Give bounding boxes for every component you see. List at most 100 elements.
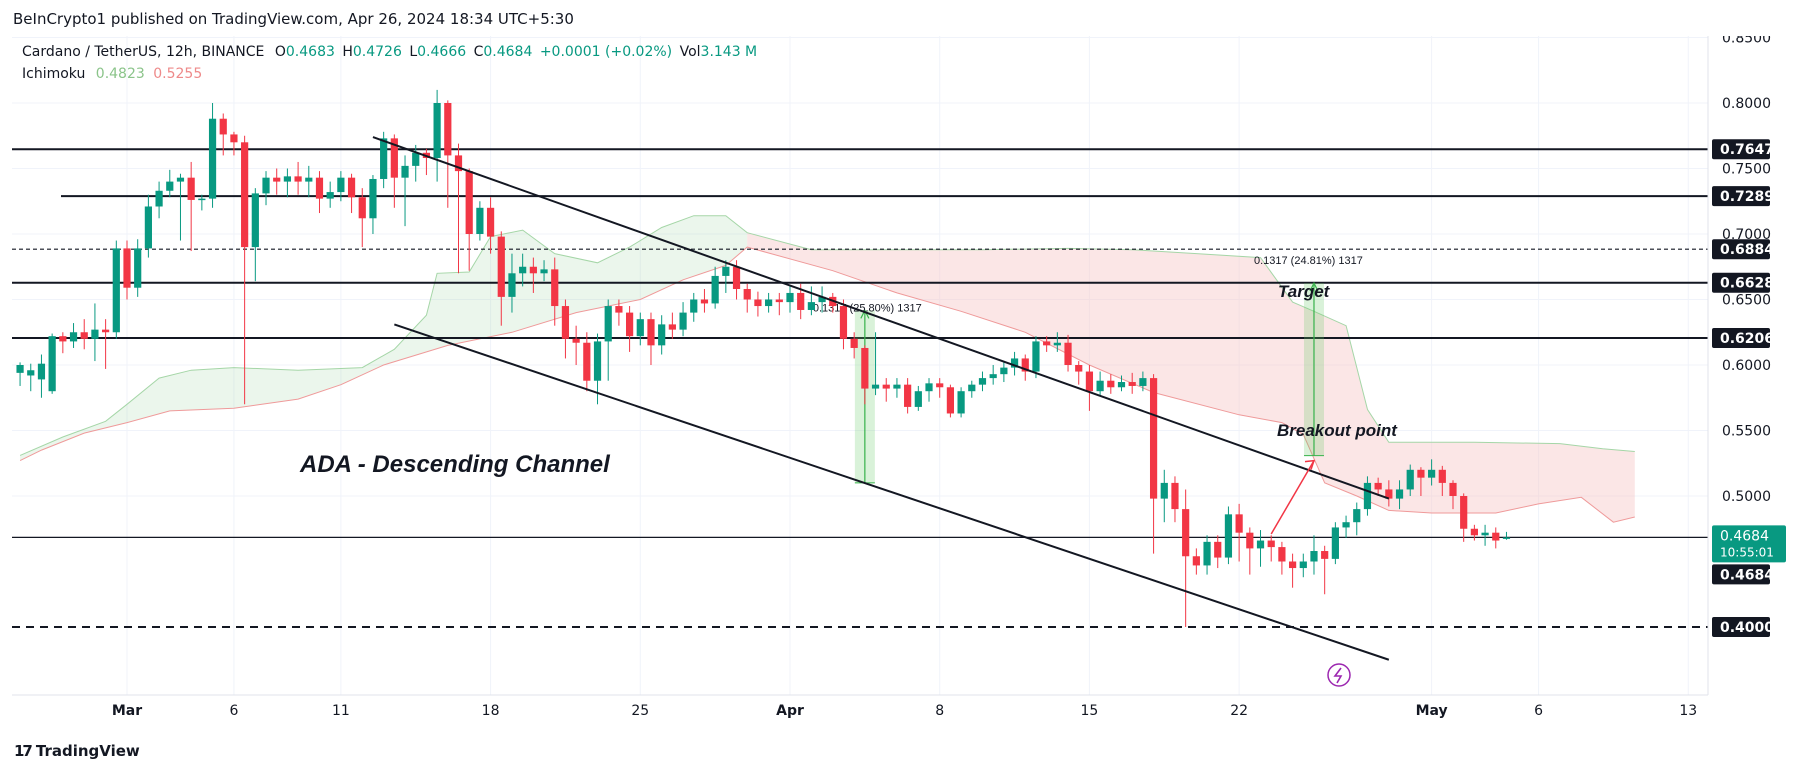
candle — [134, 239, 142, 297]
low-value: 0.4666 — [417, 44, 467, 60]
channel-upper-line — [372, 136, 1390, 500]
high-label: H — [342, 44, 353, 60]
candle-body — [251, 193, 259, 248]
candle — [187, 161, 195, 252]
candle-body — [326, 192, 334, 199]
candle-body — [968, 384, 976, 392]
candle — [925, 378, 933, 402]
candle-body — [1331, 527, 1339, 559]
candle-body — [1481, 532, 1489, 536]
candle — [1342, 515, 1350, 538]
candle-body — [561, 306, 570, 339]
candle — [1481, 524, 1489, 546]
candle — [893, 378, 901, 398]
candle-body — [241, 142, 249, 248]
candle-body — [294, 176, 302, 182]
candle — [1171, 476, 1179, 523]
candle — [1182, 489, 1190, 627]
candle — [390, 134, 398, 208]
price-axis-tick: 0.8500 — [1722, 36, 1771, 47]
candle — [1064, 334, 1072, 372]
candle-body — [925, 383, 933, 392]
candle — [1417, 467, 1425, 496]
candle — [91, 303, 99, 362]
candle-body — [1310, 551, 1318, 562]
level-tag-text: 0.4000 — [1720, 620, 1774, 636]
level-price-tag: 0.7647 — [1712, 139, 1774, 160]
candle — [1460, 493, 1468, 542]
level-tag-bg — [1712, 186, 1770, 207]
candle — [102, 319, 110, 369]
candle-body — [1043, 341, 1051, 346]
candle — [1331, 522, 1339, 565]
candle-body — [551, 269, 559, 307]
candle — [1053, 332, 1061, 352]
level-tag-text: 0.7289 — [1720, 189, 1774, 205]
candle-body — [1492, 532, 1500, 541]
candle — [465, 168, 473, 271]
symbol-name[interactable]: Cardano / TetherUS, 12h, BINANCE — [22, 44, 265, 60]
candle-body — [497, 236, 505, 297]
candle-body — [134, 248, 142, 288]
candle-body — [1182, 509, 1190, 557]
candle — [1310, 535, 1318, 575]
candle — [1353, 502, 1361, 536]
candle — [230, 131, 238, 156]
time-axis-tick: 22 — [1230, 703, 1248, 719]
candle-body — [978, 378, 987, 385]
candle — [476, 201, 484, 241]
candle — [337, 171, 345, 202]
candle — [16, 362, 24, 386]
time-axis-tick: 6 — [1534, 703, 1543, 719]
grid-lines — [12, 36, 1708, 695]
candle-body — [871, 384, 880, 389]
candle-body — [786, 292, 794, 303]
candle — [1502, 531, 1511, 540]
candle-body — [668, 324, 676, 330]
candle-body — [1502, 537, 1511, 539]
candle-body — [433, 103, 441, 159]
candle-body — [743, 289, 751, 300]
candle-body — [1299, 561, 1307, 569]
volume-label: Vol — [679, 44, 701, 60]
candle — [508, 253, 516, 313]
candle — [1470, 524, 1478, 541]
candle — [326, 181, 334, 208]
candle-body — [273, 177, 281, 182]
candle — [401, 155, 409, 227]
candle — [454, 143, 463, 274]
candle-body — [1053, 342, 1061, 346]
candle-body — [1353, 509, 1361, 523]
candle-body — [658, 324, 666, 346]
chart-frame[interactable]: 0.1317 (25.80%) 1317 0.1317 (24.81%) 1317… — [0, 36, 1805, 771]
candle-body — [27, 370, 35, 376]
candle — [1139, 371, 1147, 392]
level-tag-bg — [1712, 272, 1770, 293]
candle — [59, 332, 67, 354]
time-axis-tick: 25 — [631, 703, 649, 719]
candle-body — [1267, 540, 1275, 548]
candle — [1214, 535, 1222, 569]
time-axis-tick: 8 — [935, 703, 944, 719]
candle-body — [936, 383, 944, 388]
candle — [1235, 503, 1243, 562]
candle-body — [1235, 514, 1243, 533]
indicator-name[interactable]: Ichimoku — [22, 66, 86, 82]
candle — [48, 333, 56, 394]
candle-body — [711, 275, 719, 304]
candle — [946, 384, 955, 418]
candle — [861, 345, 869, 405]
candle — [1267, 535, 1275, 562]
candle — [1010, 351, 1019, 376]
level-tag-text: 0.4684 — [1720, 567, 1774, 583]
tradingview-logo[interactable]: 17 TradingView — [14, 742, 140, 760]
measurement-arrow-head — [1309, 281, 1319, 292]
candle — [647, 312, 655, 365]
candle-body — [893, 384, 901, 389]
candle-body — [69, 332, 78, 342]
candle-body — [1438, 469, 1446, 483]
candle — [1395, 480, 1404, 510]
candle — [690, 292, 698, 322]
candle — [1192, 548, 1200, 575]
